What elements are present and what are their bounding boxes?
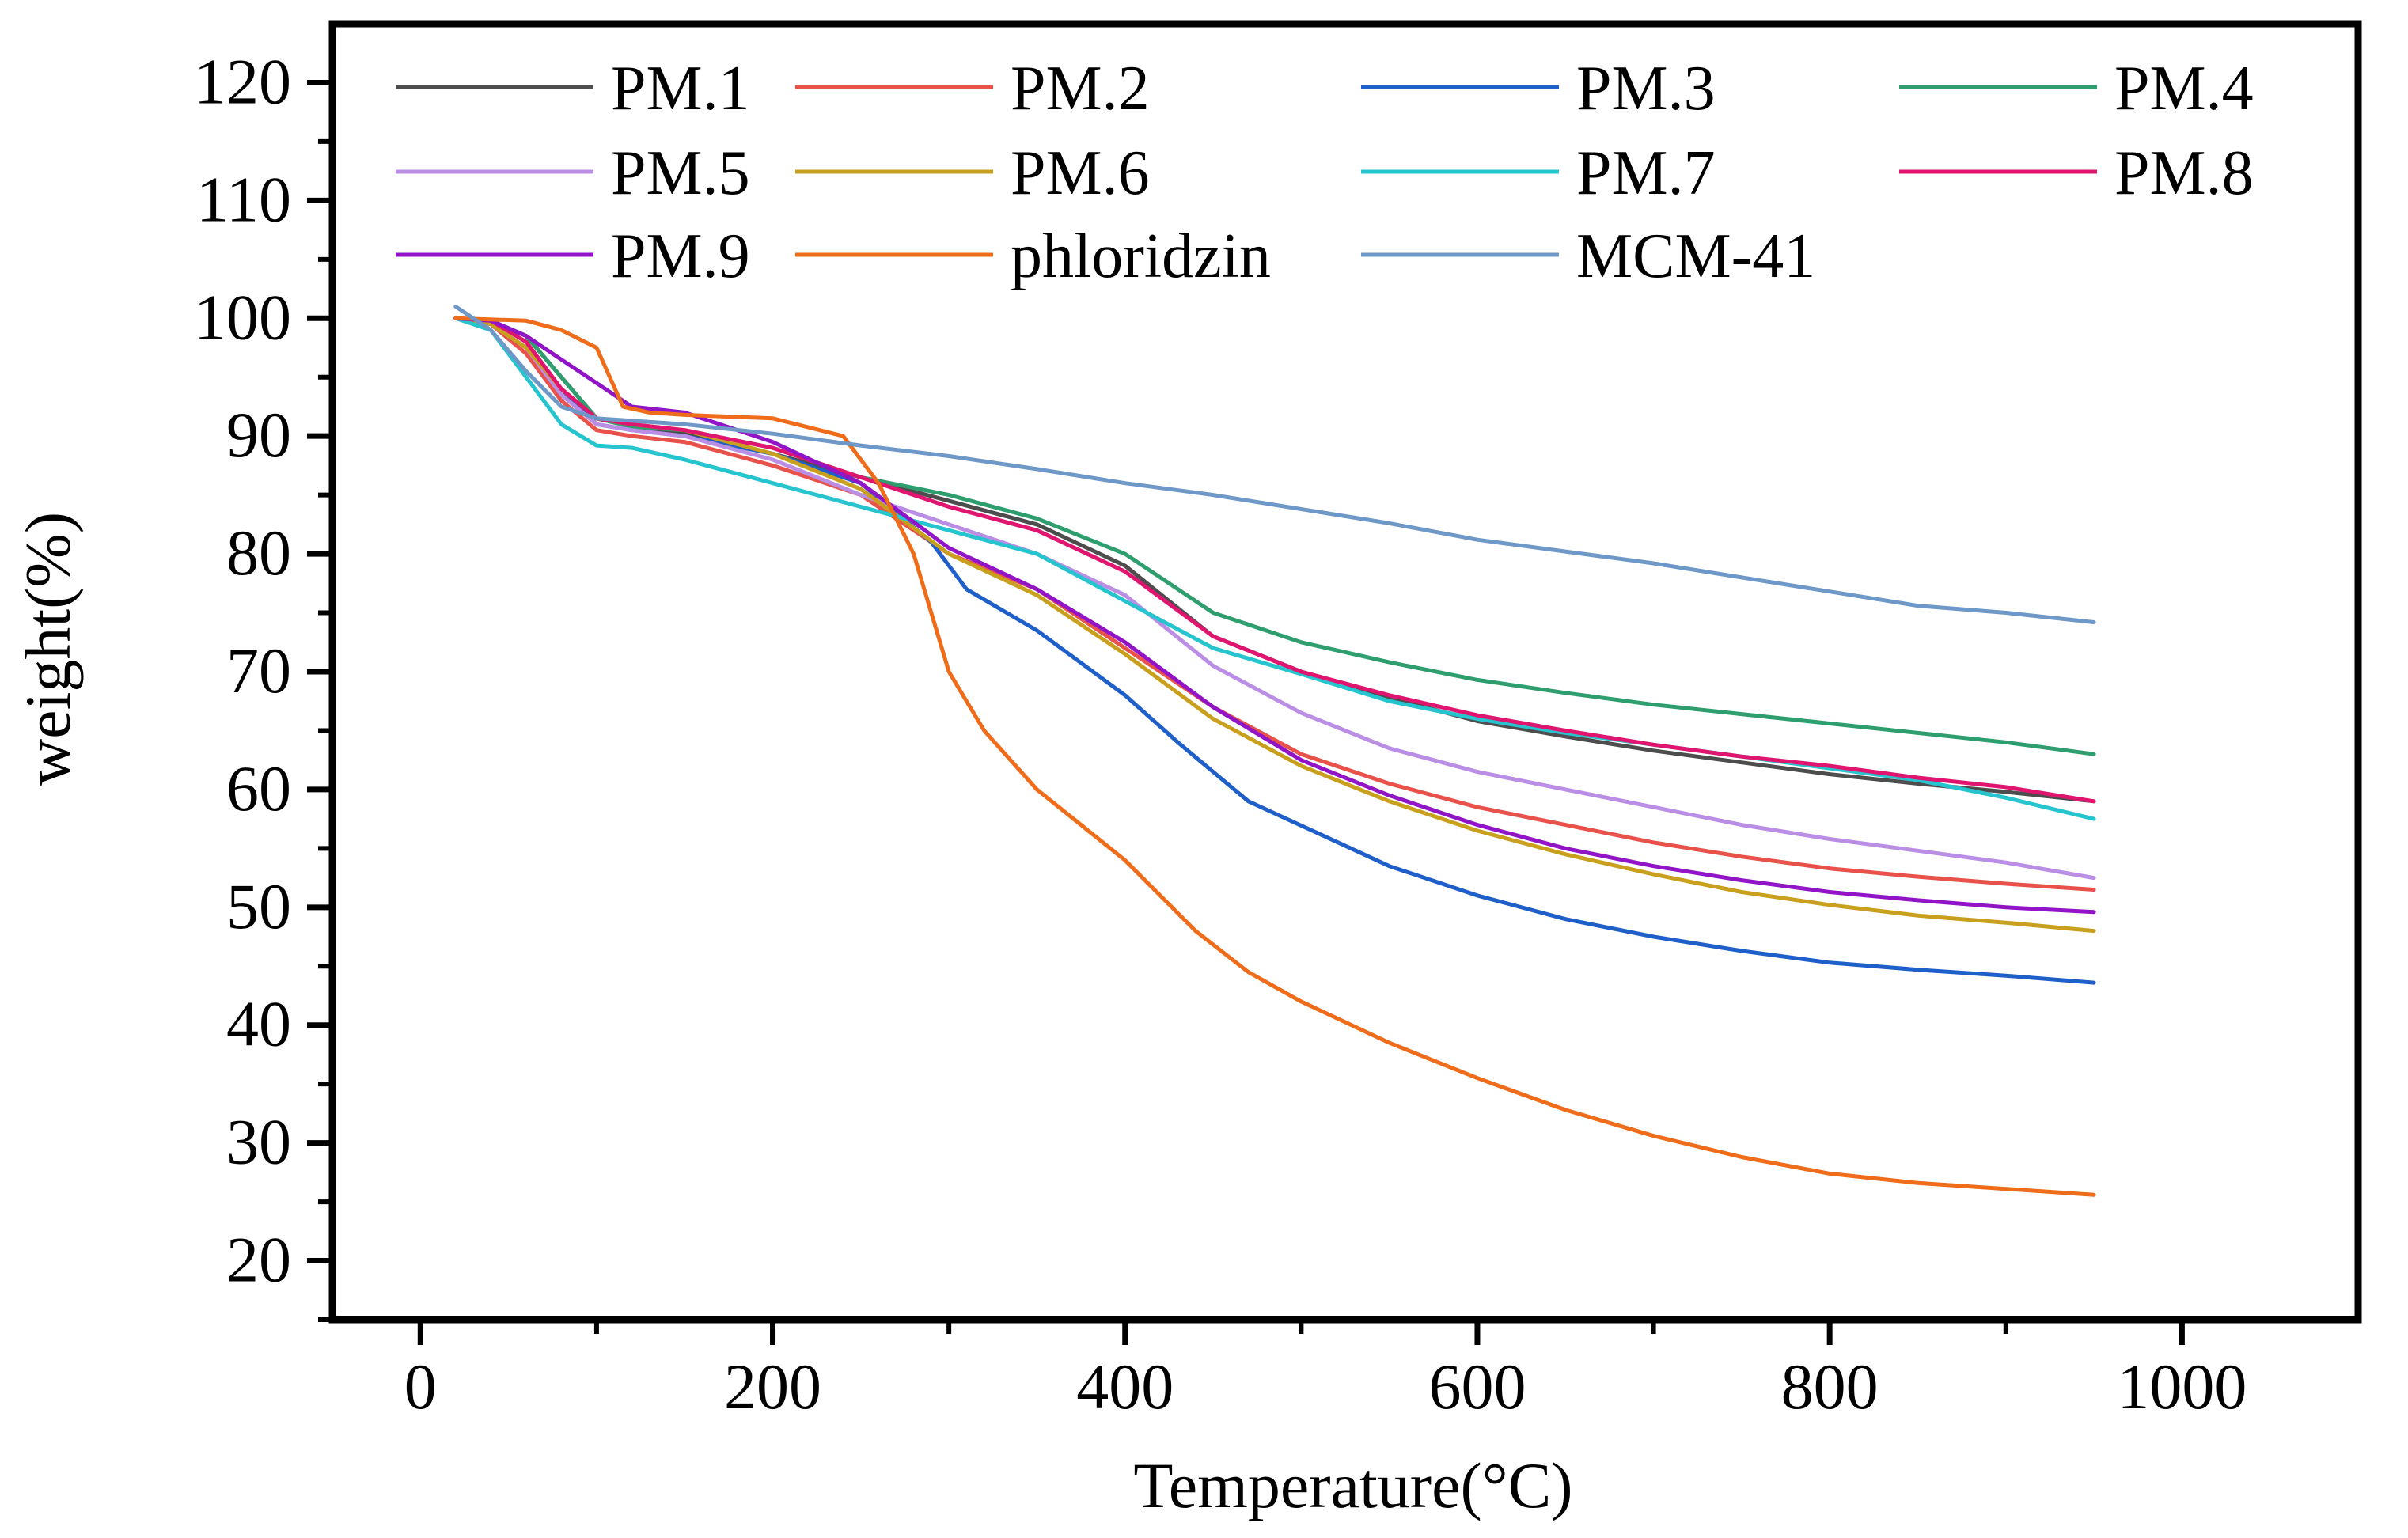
legend-label: PM.5	[611, 138, 750, 208]
series-layer	[453, 304, 2096, 1197]
legend-label: PM.4	[2114, 54, 2254, 123]
x-tick-label: 400	[1076, 1350, 1174, 1422]
legend-label: PM.9	[611, 222, 750, 291]
x-tick-label: 800	[1781, 1350, 1879, 1422]
x-tick-label: 1000	[2117, 1350, 2247, 1422]
x-axis-title: Temperature(°C)	[1133, 1449, 1572, 1521]
series-line-phloridzin	[453, 316, 2096, 1197]
series-line-pm-1	[453, 316, 2096, 804]
legend-label: PM.2	[1011, 54, 1150, 123]
y-tick-label: 20	[226, 1224, 291, 1296]
legend-label: MCM-41	[1576, 222, 1815, 291]
legend-label: PM.6	[1011, 138, 1150, 208]
y-tick-label: 80	[226, 517, 291, 589]
series-line-pm-2	[453, 316, 2096, 892]
y-tick-label: 110	[196, 163, 291, 235]
x-tick-label: 600	[1428, 1350, 1526, 1422]
legend: PM.1 PM.2 PM.3 PM.4 PM.5 PM.6 PM.7 PM.8 PM.9 phlo…	[396, 54, 2254, 291]
y-tick-label: 60	[226, 752, 291, 824]
y-tick-label: 30	[226, 1106, 291, 1178]
plot-frame	[328, 20, 2362, 1324]
y-tick-label: 90	[226, 399, 291, 471]
legend-label: PM.1	[611, 54, 750, 123]
series-line-pm-4	[453, 316, 2096, 756]
y-tick-label: 100	[194, 281, 291, 353]
series-line-pm-6	[453, 316, 2096, 934]
y-axis-title: weight(%)	[12, 512, 84, 786]
series-line-pm-5	[453, 316, 2096, 881]
series-line-pm-8	[453, 316, 2096, 804]
y-tick-label: 70	[226, 635, 291, 706]
y-tick-label: 120	[194, 45, 291, 117]
axis-label-layer: 0 200 400 600 800 1000 20 30 40 50 60 70 80 90 100 110 1…	[194, 45, 2247, 1422]
y-tick-label: 40	[226, 988, 291, 1060]
x-tick-label: 200	[724, 1350, 821, 1422]
legend-label: PM.8	[2114, 138, 2254, 208]
legend-label: phloridzin	[1011, 222, 1271, 291]
legend-label: PM.3	[1576, 54, 1716, 123]
x-tick-label: 0	[404, 1350, 437, 1422]
legend-label: PM.7	[1576, 138, 1716, 208]
series-line-mcm-41	[453, 304, 2096, 624]
series-line-pm-9	[453, 316, 2096, 915]
y-tick-label: 50	[226, 870, 291, 942]
